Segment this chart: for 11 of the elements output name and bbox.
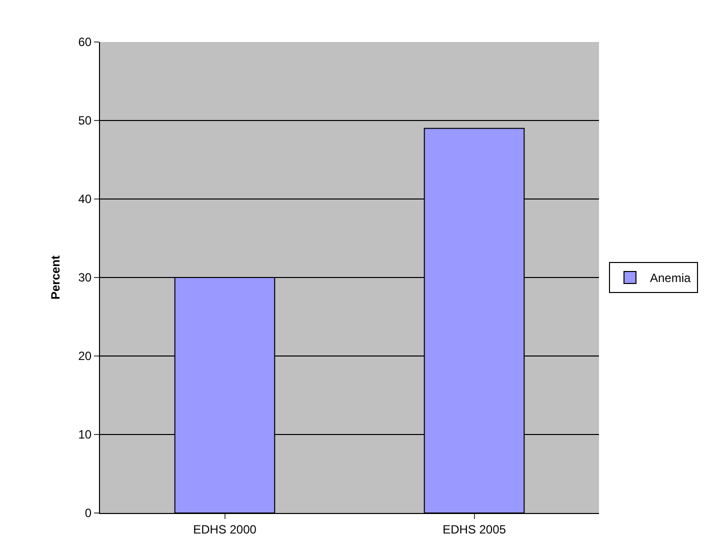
x-tick-label: EDHS 2000: [193, 522, 257, 536]
y-tick-label: 0: [84, 506, 92, 520]
y-tick-label: 30: [78, 270, 92, 285]
x-tick-label: EDHS 2005: [442, 522, 506, 536]
y-tick-label: 10: [78, 428, 92, 442]
legend-label: Anemia: [650, 271, 691, 286]
y-tick-label: 60: [78, 35, 92, 50]
y-tick-label: 40: [78, 192, 92, 206]
y-axis-title: Percent: [48, 255, 63, 300]
y-tick-label: 50: [78, 114, 92, 128]
y-tick-label: 20: [78, 349, 92, 364]
